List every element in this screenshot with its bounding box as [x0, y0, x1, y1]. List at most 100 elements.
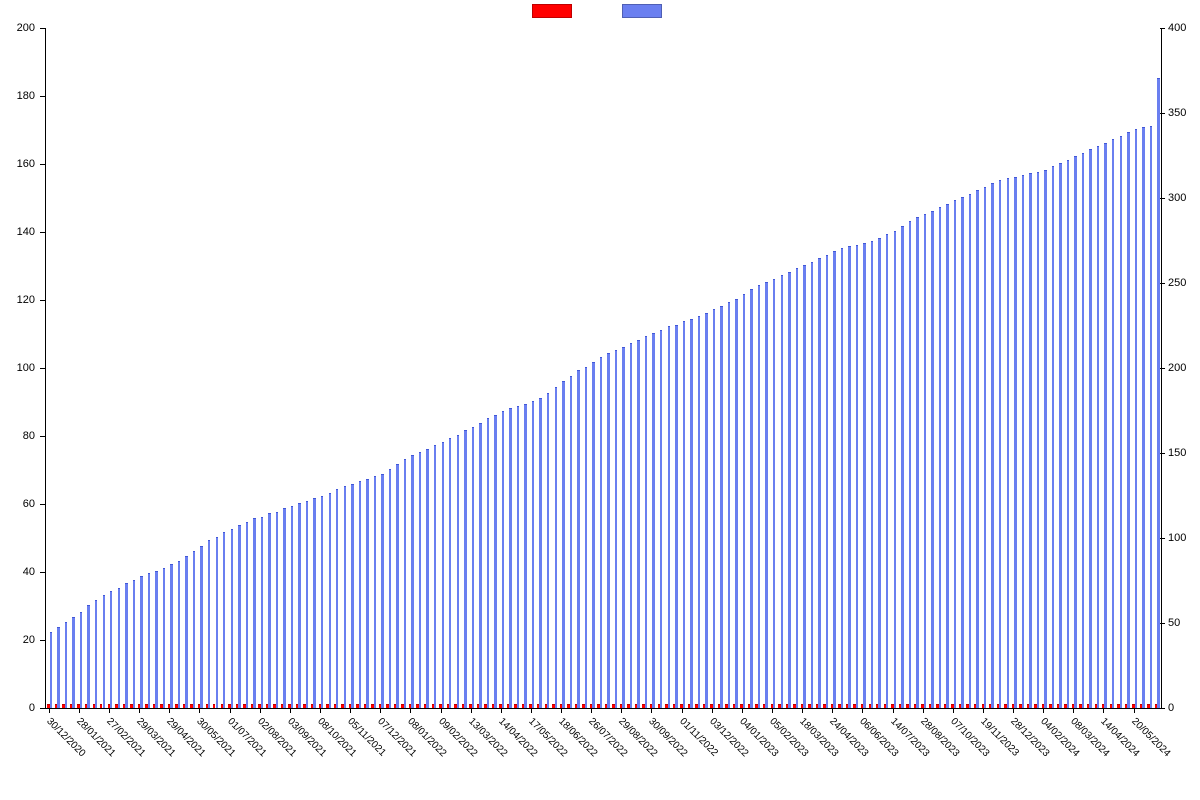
y-right-tick	[1160, 623, 1165, 624]
bar-blue	[472, 427, 474, 709]
bar-blue	[283, 508, 285, 708]
bar-blue	[1074, 156, 1076, 708]
bar-blue	[1097, 146, 1099, 708]
bar-blue	[1104, 143, 1106, 708]
bar-blue	[170, 564, 172, 708]
bar-blue	[366, 479, 368, 708]
bar-blue	[652, 333, 654, 708]
bar-blue	[976, 190, 978, 708]
bar-blue	[246, 522, 248, 708]
bar-blue	[1120, 136, 1122, 708]
x-tick	[862, 708, 863, 713]
bar-blue	[223, 532, 225, 708]
x-tick	[169, 708, 170, 713]
x-tick	[923, 708, 924, 713]
bar-blue	[163, 568, 165, 708]
legend-item-series2	[622, 4, 668, 18]
bar-blue	[133, 580, 135, 709]
bar-blue	[675, 325, 677, 709]
bar-blue	[442, 442, 444, 708]
bar-blue	[193, 551, 195, 708]
bar-blue	[479, 423, 481, 708]
y-left-tick-label: 40	[0, 566, 35, 578]
x-tick	[290, 708, 291, 713]
bar-blue	[818, 258, 820, 708]
bar-blue	[803, 265, 805, 708]
bar-blue	[622, 347, 624, 708]
bar-blue	[607, 353, 609, 708]
chart-plot-area	[45, 28, 1162, 709]
y-left-tick-label: 140	[0, 226, 35, 238]
bar-blue	[457, 435, 459, 708]
bar-blue	[924, 214, 926, 708]
bar-blue	[637, 340, 639, 708]
bar-blue	[148, 573, 150, 708]
x-tick	[591, 708, 592, 713]
legend-swatch-red	[532, 4, 572, 18]
bar-blue	[991, 183, 993, 708]
bar-blue	[178, 561, 180, 708]
bar-blue	[487, 418, 489, 708]
y-left-tick	[40, 708, 45, 709]
y-right-tick	[1160, 368, 1165, 369]
x-tick	[1073, 708, 1074, 713]
bar-blue	[720, 306, 722, 708]
x-tick	[109, 708, 110, 713]
x-tick	[893, 708, 894, 713]
y-right-tick-label: 400	[1168, 22, 1186, 34]
y-right-tick	[1160, 453, 1165, 454]
bar-blue	[969, 194, 971, 708]
y-left-tick	[40, 640, 45, 641]
bar-blue	[65, 622, 67, 708]
bar-blue	[411, 455, 413, 708]
x-tick	[320, 708, 321, 713]
bar-blue	[660, 330, 662, 708]
bar-blue	[404, 459, 406, 708]
y-right-tick	[1160, 538, 1165, 539]
y-right-tick-label: 300	[1168, 192, 1186, 204]
y-left-tick	[40, 28, 45, 29]
y-right-tick	[1160, 708, 1165, 709]
bar-blue	[728, 302, 730, 708]
y-right-tick-label: 50	[1168, 617, 1180, 629]
bar-blue	[705, 313, 707, 708]
bar-blue	[600, 357, 602, 708]
x-tick	[79, 708, 80, 713]
bar-blue	[765, 282, 767, 708]
x-tick	[651, 708, 652, 713]
bar-blue	[313, 498, 315, 708]
legend-swatch-blue	[622, 4, 662, 18]
bar-blue	[185, 556, 187, 708]
bar-blue	[532, 401, 534, 708]
y-right-tick-label: 200	[1168, 362, 1186, 374]
bar-blue	[344, 486, 346, 708]
bar-blue	[811, 262, 813, 708]
bar-blue	[826, 255, 828, 708]
bar-blue	[683, 321, 685, 708]
x-tick	[712, 708, 713, 713]
bar-blue	[735, 299, 737, 708]
bar-blue	[555, 387, 557, 708]
x-tick	[501, 708, 502, 713]
y-right-tick-label: 150	[1168, 447, 1186, 459]
legend-item-series1	[532, 4, 578, 18]
y-right-tick	[1160, 113, 1165, 114]
y-left-tick	[40, 504, 45, 505]
bar-blue	[1112, 139, 1114, 708]
bar-blue	[253, 518, 255, 708]
y-right-tick	[1160, 283, 1165, 284]
bar-blue	[698, 316, 700, 708]
x-tick	[1103, 708, 1104, 713]
y-left-tick	[40, 572, 45, 573]
bar-blue	[396, 464, 398, 708]
bar-blue	[57, 627, 59, 708]
bar-blue	[419, 452, 421, 708]
bar-blue	[50, 632, 52, 708]
bar-blue	[592, 362, 594, 708]
bar-blue	[95, 600, 97, 708]
bar-blue	[118, 588, 120, 708]
bar-blue	[449, 438, 451, 708]
x-tick	[983, 708, 984, 713]
x-tick	[832, 708, 833, 713]
x-tick	[1013, 708, 1014, 713]
